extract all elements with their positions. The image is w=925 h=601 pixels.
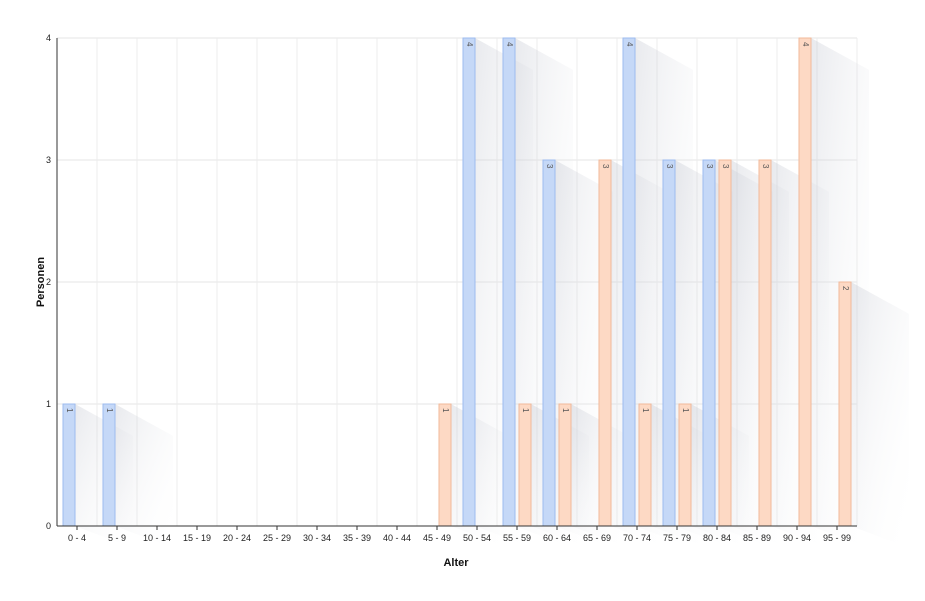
bar [718, 159, 732, 527]
y-tick-label: 1 [46, 399, 51, 409]
x-tick-label: 35 - 39 [343, 533, 371, 543]
bar-value-label: 4 [465, 42, 474, 47]
bar-shadows [75, 38, 909, 548]
bar [598, 159, 612, 527]
bar [798, 37, 812, 527]
bar [502, 37, 516, 527]
bar-value-label: 1 [65, 408, 74, 413]
y-tick-label: 3 [46, 155, 51, 165]
x-tick-label: 20 - 24 [223, 533, 251, 543]
bar-value-label: 4 [505, 42, 514, 47]
bar-value-label: 4 [625, 42, 634, 47]
bar-value-label: 1 [681, 408, 690, 413]
x-axis-title: Alter [443, 557, 469, 569]
bar [462, 37, 476, 527]
x-tick-label: 50 - 54 [463, 533, 491, 543]
bar [678, 403, 692, 527]
axes: 0 1 2 3 4 0 - 4 5 - 9 10 - 14 15 - 19 20 - 24 25 -… [46, 33, 857, 543]
x-tick-label: 25 - 29 [263, 533, 291, 543]
x-tick-label: 10 - 14 [143, 533, 171, 543]
x-tick-label: 0 - 4 [68, 533, 86, 543]
x-tick-label: 70 - 74 [623, 533, 651, 543]
y-tick-label: 2 [46, 277, 51, 287]
bar-value-label: 2 [841, 286, 850, 291]
bar [438, 403, 452, 527]
bar [102, 403, 116, 527]
bar-value-label: 1 [105, 408, 114, 413]
bar-value-label: 3 [705, 164, 714, 169]
y-tick-label: 4 [46, 33, 51, 43]
x-tick-label: 75 - 79 [663, 533, 691, 543]
bar [622, 37, 636, 527]
y-tick-label: 0 [46, 521, 51, 531]
bar-value-label: 1 [441, 408, 450, 413]
bar-value-label: 1 [641, 408, 650, 413]
bar-shadow [115, 404, 173, 548]
x-tick-label: 30 - 34 [303, 533, 331, 543]
x-tick-label: 65 - 69 [583, 533, 611, 543]
x-tick-label: 45 - 49 [423, 533, 451, 543]
x-tick-label: 40 - 44 [383, 533, 411, 543]
y-axis-title: Personen [35, 257, 47, 307]
x-tick-label: 95 - 99 [823, 533, 851, 543]
bar [702, 159, 716, 527]
bar-value-label: 3 [761, 164, 770, 169]
x-tick-label: 90 - 94 [783, 533, 811, 543]
bar-value-label: 3 [665, 164, 674, 169]
bar-value-label: 4 [801, 42, 810, 47]
x-tick-label: 5 - 9 [108, 533, 126, 543]
bars: 1 1 4 4 3 4 3 3 1 1 1 3 1 1 3 3 4 2 [62, 37, 852, 527]
bar-value-label: 3 [601, 164, 610, 169]
bar-value-label: 1 [521, 408, 530, 413]
bar [662, 159, 676, 527]
x-tick-label: 55 - 59 [503, 533, 531, 543]
x-tick-label: 85 - 89 [743, 533, 771, 543]
x-tick-label: 60 - 64 [543, 533, 571, 543]
bar [838, 281, 852, 527]
bar-shadow [851, 282, 909, 548]
bar-value-label: 3 [721, 164, 730, 169]
bar [558, 403, 572, 527]
bar [518, 403, 532, 527]
bar [62, 403, 76, 527]
bar [758, 159, 772, 527]
bar [638, 403, 652, 527]
bar-value-label: 3 [545, 164, 554, 169]
bar-value-label: 1 [561, 408, 570, 413]
x-tick-label: 80 - 84 [703, 533, 731, 543]
x-tick-label: 15 - 19 [183, 533, 211, 543]
bar [542, 159, 556, 527]
